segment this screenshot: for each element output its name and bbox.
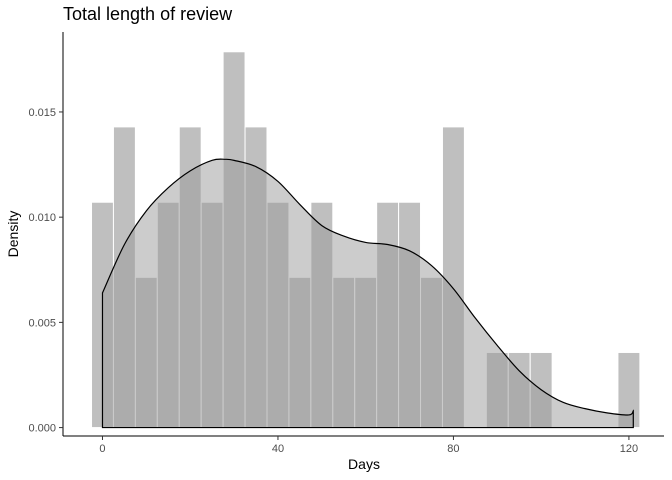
y-axis-title: Density xyxy=(5,211,21,258)
x-tick-label: 40 xyxy=(272,443,284,455)
chart-title: Total length of review xyxy=(63,4,233,24)
x-axis-title: Days xyxy=(348,456,380,472)
x-axis-ticks: 0 40 80 120 xyxy=(99,436,638,455)
y-tick-label: 0.005 xyxy=(28,317,56,329)
x-tick-label: 120 xyxy=(620,443,638,455)
density-curve-layer xyxy=(101,158,634,429)
y-axis-ticks: 0.000 0.005 0.010 0.015 xyxy=(28,107,63,435)
y-tick-label: 0.010 xyxy=(28,212,56,224)
y-tick-label: 0.015 xyxy=(28,107,56,119)
x-tick-label: 0 xyxy=(99,443,105,455)
y-tick-label: 0.000 xyxy=(28,423,56,435)
density-curve xyxy=(101,158,634,429)
x-tick-label: 80 xyxy=(447,443,459,455)
